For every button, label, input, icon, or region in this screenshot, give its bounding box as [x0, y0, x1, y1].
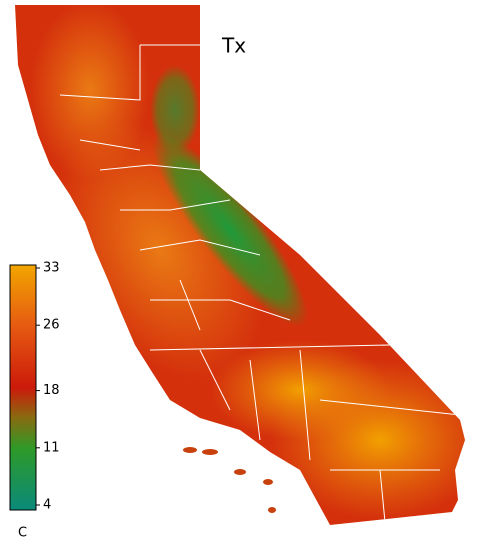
colorbar-unit: C — [18, 526, 27, 541]
map-title: Tx — [221, 34, 246, 58]
islands — [183, 447, 276, 513]
colorbar-tick-label: 26 — [43, 318, 60, 333]
colorbar-tick-label: 11 — [43, 440, 60, 455]
county-lines — [59, 44, 461, 523]
colorbar-tick-label: 33 — [43, 261, 60, 276]
colorbar-scale — [9, 264, 37, 511]
colorbar-tick-label: 4 — [43, 498, 51, 513]
colorbar: 33 26 18 11 4 — [9, 261, 60, 513]
colorbar-tick-label: 18 — [43, 383, 60, 398]
